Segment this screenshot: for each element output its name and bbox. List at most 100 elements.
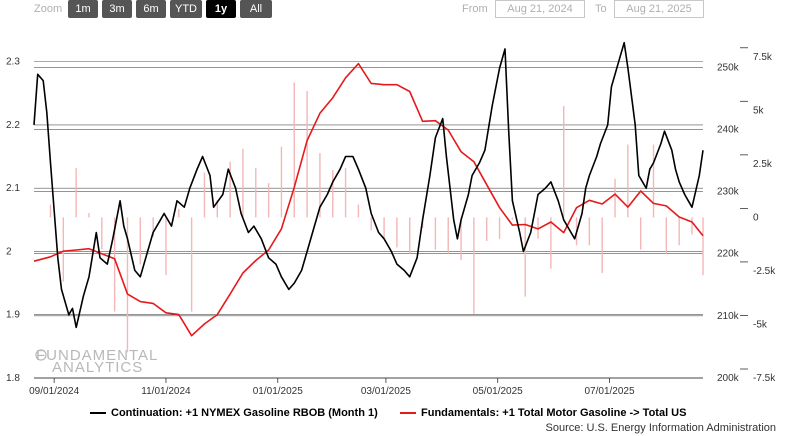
- change-bar: [229, 161, 231, 218]
- to-label: To: [595, 3, 607, 15]
- change-bar: [139, 217, 142, 265]
- stocks-tick-label: 210k: [717, 311, 740, 322]
- change-tick-label: 5k: [753, 105, 765, 116]
- x-axis: 09/01/2024 11/01/2024 01/01/2025 03/01/2025…: [29, 377, 703, 397]
- change-bar: [702, 217, 704, 276]
- price-axis: 1.8 1.9 2 2.1 2.2 2.3: [6, 57, 20, 384]
- legend-item-continuation[interactable]: Continuation: +1 NYMEX Gasoline RBOB (Mo…: [90, 407, 378, 419]
- legend: Continuation: +1 NYMEX Gasoline RBOB (Mo…: [0, 407, 786, 423]
- x-tick-label: 11/01/2024: [141, 386, 191, 397]
- change-bar: [280, 146, 283, 218]
- price-tick-label: 2.2: [6, 120, 20, 131]
- change-bar: [524, 217, 526, 297]
- change-bar: [627, 144, 629, 218]
- change-bar: [639, 217, 642, 250]
- legend-label-continuation: Continuation: +1 NYMEX Gasoline RBOB (Mo…: [111, 407, 378, 419]
- stocks-axis: 200k 210k 220k 230k 240k 250k: [717, 62, 740, 384]
- price-tick-label: 1.9: [6, 310, 20, 321]
- zoom-6m-button[interactable]: 6m: [136, 0, 166, 18]
- change-bar: [396, 217, 398, 248]
- x-tick-label: 03/01/2025: [361, 386, 411, 397]
- change-bar: [165, 217, 167, 276]
- zoom-all-button[interactable]: All: [240, 0, 272, 18]
- change-bar: [62, 217, 65, 282]
- series-lines: [33, 41, 704, 337]
- watermark-logo: FUNDAMENTAL ANALYTICS: [35, 347, 158, 376]
- legend-item-fundamentals[interactable]: Fundamentals: +1 Total Motor Gasoline ->…: [400, 407, 686, 419]
- change-bar: [511, 217, 514, 220]
- change-axis: -7.5k -5k -2.5k 0 2.5k 5k 7.5k: [740, 47, 776, 384]
- change-bar: [563, 106, 565, 218]
- change-bar: [357, 204, 360, 218]
- change-bar: [126, 217, 129, 353]
- price-tick-label: 2.1: [6, 183, 20, 194]
- source-note: Source: U.S. Energy Information Administ…: [545, 422, 777, 434]
- change-tick-label: -7.5k: [753, 373, 776, 384]
- change-bar: [370, 217, 372, 231]
- from-date-input[interactable]: Aug 21, 2024: [495, 0, 585, 18]
- fundamentals-line: [33, 62, 704, 337]
- change-bar: [88, 213, 90, 218]
- change-tick-label: 7.5k: [753, 52, 773, 63]
- legend-label-fundamentals: Fundamentals: +1 Total Motor Gasoline ->…: [421, 407, 687, 419]
- change-bar: [601, 217, 603, 274]
- x-tick-label: 01/01/2025: [253, 386, 303, 397]
- change-bar: [588, 217, 591, 246]
- stocks-tick-label: 220k: [717, 249, 740, 260]
- zoom-1m-button[interactable]: 1m: [68, 0, 98, 18]
- change-bar: [216, 200, 218, 218]
- change-bar: [614, 178, 616, 218]
- change-bar: [255, 168, 257, 218]
- legend-swatch-red: [400, 412, 416, 415]
- zoom-label: Zoom: [34, 3, 63, 15]
- from-label: From: [462, 3, 488, 15]
- change-bar: [306, 91, 308, 218]
- change-bar: [203, 172, 206, 218]
- price-tick-label: 2: [6, 246, 12, 257]
- change-bar: [409, 217, 411, 254]
- to-date-input[interactable]: Aug 21, 2025: [614, 0, 704, 18]
- change-bar: [652, 144, 655, 218]
- change-bar: [267, 183, 270, 218]
- watermark-line1: FUNDAMENTAL: [36, 347, 158, 364]
- change-bar: [473, 217, 475, 314]
- change-bar: [498, 217, 501, 239]
- change-bar: [665, 217, 668, 254]
- change-bar: [550, 217, 552, 269]
- weekly-change-bars: [49, 82, 704, 353]
- watermark-line2: ANALYTICS: [52, 359, 143, 376]
- zoom-ytd-button[interactable]: YTD: [170, 0, 202, 18]
- stocks-tick-label: 250k: [717, 62, 740, 73]
- change-bar: [113, 217, 116, 312]
- change-bar: [447, 217, 449, 254]
- zoom-3m-button[interactable]: 3m: [102, 0, 132, 18]
- change-bar: [242, 148, 244, 218]
- watermark-copyright-icon: [35, 349, 47, 361]
- change-tick-label: -5k: [753, 319, 768, 330]
- change-bar: [49, 204, 52, 218]
- change-bar: [101, 217, 103, 250]
- zoom-1y-button[interactable]: 1y: [206, 0, 236, 18]
- stocks-tick-label: 240k: [717, 124, 740, 135]
- change-bar: [434, 217, 437, 250]
- change-bar: [152, 217, 154, 237]
- change-bar: [678, 217, 680, 246]
- x-tick-label: 09/01/2024: [29, 386, 79, 397]
- change-bar: [486, 217, 488, 241]
- stocks-tick-label: 200k: [717, 373, 740, 384]
- change-bar: [178, 208, 180, 218]
- change-tick-label: -2.5k: [753, 266, 776, 277]
- change-tick-label: 0: [753, 212, 759, 223]
- price-tick-label: 1.8: [6, 373, 20, 384]
- price-tick-label: 2.3: [6, 57, 20, 68]
- change-bar: [460, 217, 462, 261]
- change-bar: [75, 168, 77, 218]
- change-bar: [319, 153, 321, 218]
- x-tick-label: 07/01/2025: [584, 386, 634, 397]
- change-bar: [190, 217, 193, 312]
- legend-swatch-black: [90, 412, 106, 415]
- range-selector: Zoom 1m 3m 6m YTD 1y All From Aug 21, 20…: [0, 0, 786, 20]
- change-tick-label: 2.5k: [753, 159, 773, 170]
- change-bar: [332, 170, 334, 218]
